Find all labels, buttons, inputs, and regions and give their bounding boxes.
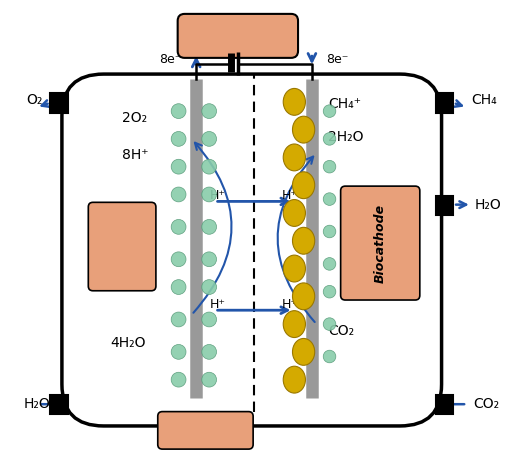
Circle shape <box>171 219 186 234</box>
Ellipse shape <box>292 172 314 199</box>
Circle shape <box>201 252 216 267</box>
Text: O₂: O₂ <box>26 93 42 106</box>
Text: 2O₂: 2O₂ <box>122 111 147 125</box>
Circle shape <box>201 280 216 294</box>
Text: 8e⁻: 8e⁻ <box>159 53 181 66</box>
Text: H₂O: H₂O <box>24 397 50 411</box>
Circle shape <box>323 132 335 145</box>
Circle shape <box>323 318 335 331</box>
Text: CO₂: CO₂ <box>327 324 354 338</box>
Circle shape <box>171 131 186 146</box>
Bar <box>435 395 452 414</box>
Circle shape <box>171 104 186 119</box>
Ellipse shape <box>292 283 314 310</box>
Text: 8e⁻: 8e⁻ <box>326 53 348 66</box>
FancyBboxPatch shape <box>177 14 297 58</box>
Text: 4H₂O: 4H₂O <box>110 336 146 350</box>
Circle shape <box>171 312 186 327</box>
Text: H⁺: H⁺ <box>210 298 226 311</box>
Circle shape <box>323 160 335 173</box>
FancyBboxPatch shape <box>62 74 441 426</box>
Circle shape <box>201 159 216 174</box>
Text: H₂O: H₂O <box>474 198 500 212</box>
Circle shape <box>323 285 335 298</box>
Ellipse shape <box>292 338 314 365</box>
Bar <box>435 196 452 215</box>
Bar <box>435 93 452 113</box>
Text: 2H₂O: 2H₂O <box>327 130 363 144</box>
Ellipse shape <box>283 366 305 393</box>
Circle shape <box>201 372 216 387</box>
Text: Membrane: Membrane <box>165 424 245 437</box>
Bar <box>50 395 68 414</box>
Ellipse shape <box>283 255 305 282</box>
Text: Biocathode: Biocathode <box>373 204 386 282</box>
Circle shape <box>201 219 216 234</box>
Circle shape <box>171 372 186 387</box>
Text: CH₄⁺: CH₄⁺ <box>327 97 361 111</box>
Text: Power Source: Power Source <box>186 29 289 42</box>
Text: H⁺: H⁺ <box>281 189 297 202</box>
Circle shape <box>323 105 335 118</box>
Circle shape <box>171 187 186 202</box>
FancyBboxPatch shape <box>158 412 252 449</box>
Circle shape <box>201 187 216 202</box>
Circle shape <box>171 280 186 294</box>
Circle shape <box>323 193 335 206</box>
Circle shape <box>323 350 335 363</box>
Text: H⁺: H⁺ <box>210 189 226 202</box>
Circle shape <box>323 225 335 238</box>
Ellipse shape <box>283 200 305 226</box>
Ellipse shape <box>283 88 305 115</box>
Ellipse shape <box>292 227 314 254</box>
Text: 8H⁺: 8H⁺ <box>122 148 148 162</box>
Circle shape <box>171 159 186 174</box>
Bar <box>50 93 68 113</box>
Circle shape <box>323 257 335 270</box>
Text: Anode: Anode <box>98 240 145 253</box>
Circle shape <box>171 344 186 359</box>
Ellipse shape <box>292 116 314 143</box>
Circle shape <box>201 344 216 359</box>
FancyBboxPatch shape <box>340 186 419 300</box>
Text: CH₄: CH₄ <box>471 93 496 106</box>
Text: CO₂: CO₂ <box>472 397 498 411</box>
Text: H⁺: H⁺ <box>281 298 297 311</box>
Circle shape <box>201 312 216 327</box>
Circle shape <box>201 131 216 146</box>
FancyBboxPatch shape <box>88 202 156 291</box>
Circle shape <box>171 252 186 267</box>
Ellipse shape <box>283 144 305 171</box>
Ellipse shape <box>283 311 305 338</box>
Circle shape <box>201 104 216 119</box>
